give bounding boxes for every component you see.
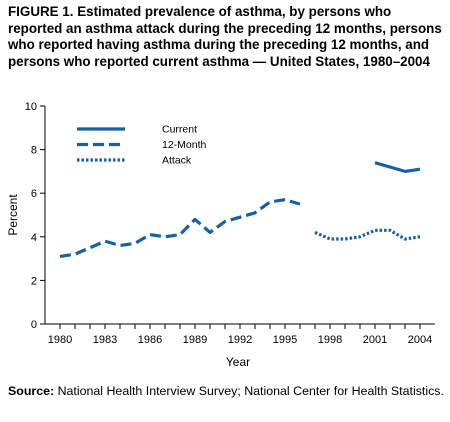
legend-label-current: Current: [162, 124, 197, 136]
legend: Current 12-Month Attack: [77, 124, 207, 167]
x-tick-label-1995: 1995: [273, 334, 297, 346]
y-tick-label-4: 4: [31, 232, 37, 244]
source-text: National Health Interview Survey; Nation…: [54, 384, 444, 398]
x-tick-label-1986: 1986: [138, 334, 162, 346]
source-label: Source:: [8, 384, 55, 398]
line-chart: 0 2 4 6 8 10 1980 1983 1986 1989 1992 1995 1998 2001 2…: [6, 101, 435, 369]
y-tick-label-0: 0: [31, 319, 37, 331]
x-tick-label-2001: 2001: [363, 334, 387, 346]
y-axis-title: Percent: [6, 194, 20, 236]
x-tick-label-1983: 1983: [93, 334, 117, 346]
x-axis-title: Year: [226, 355, 250, 369]
y-tick-label-10: 10: [25, 101, 37, 113]
series-line-current: [374, 161, 421, 173]
series-layer: [59, 161, 421, 258]
y-tick-label-6: 6: [31, 188, 37, 200]
series-line-attack: [314, 228, 421, 241]
source-note: Source: National Health Interview Survey…: [8, 384, 444, 399]
x-tick-label-2004: 2004: [408, 334, 432, 346]
chart-title: FIGURE 1. Estimated prevalence of asthma…: [8, 4, 442, 69]
x-tick-label-1989: 1989: [183, 334, 207, 346]
axis-ticks: 0 2 4 6 8 10 1980 1983 1986 1989 1992 1995 1998 2001 2…: [25, 101, 432, 346]
legend-label-12-month: 12-Month: [162, 139, 207, 151]
axes: [44, 106, 435, 325]
x-tick-label-1998: 1998: [318, 334, 342, 346]
series-line-12-month: [59, 198, 301, 258]
x-tick-label-1992: 1992: [228, 334, 252, 346]
y-tick-label-2: 2: [31, 275, 37, 287]
y-tick-label-8: 8: [31, 145, 37, 157]
x-tick-label-1980: 1980: [48, 334, 72, 346]
legend-label-attack: Attack: [162, 155, 192, 167]
